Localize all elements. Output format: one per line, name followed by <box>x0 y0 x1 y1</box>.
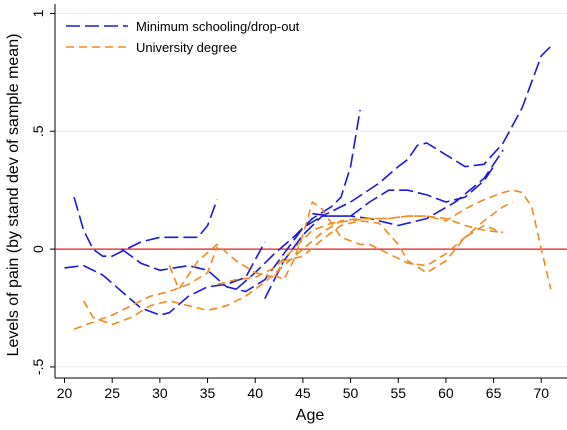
x-tick-label: 35 <box>200 385 216 401</box>
y-tick-label: .5 <box>30 125 46 137</box>
y-tick-label: -.5 <box>30 359 46 376</box>
x-tick-label: 20 <box>57 385 73 401</box>
x-tick-label: 25 <box>104 385 120 401</box>
x-tick-label: 60 <box>438 385 454 401</box>
x-tick-label: 50 <box>343 385 359 401</box>
series-line <box>73 189 552 330</box>
x-tick-label: 55 <box>390 385 406 401</box>
legend-label: Minimum schooling/drop-out <box>136 19 300 34</box>
y-tick-label: 0 <box>30 245 46 253</box>
y-tick-label: 1 <box>30 9 46 17</box>
x-tick-label: 30 <box>152 385 168 401</box>
x-tick-label: 65 <box>486 385 502 401</box>
x-tick-label: 40 <box>247 385 263 401</box>
x-axis-label: Age <box>296 407 325 424</box>
series-line <box>64 45 552 316</box>
x-tick-label: 70 <box>533 385 549 401</box>
x-tick-label: 45 <box>295 385 311 401</box>
legend-label: University degree <box>136 40 237 55</box>
y-axis-label: Levels of pain (by stand dev of sample m… <box>5 34 22 357</box>
